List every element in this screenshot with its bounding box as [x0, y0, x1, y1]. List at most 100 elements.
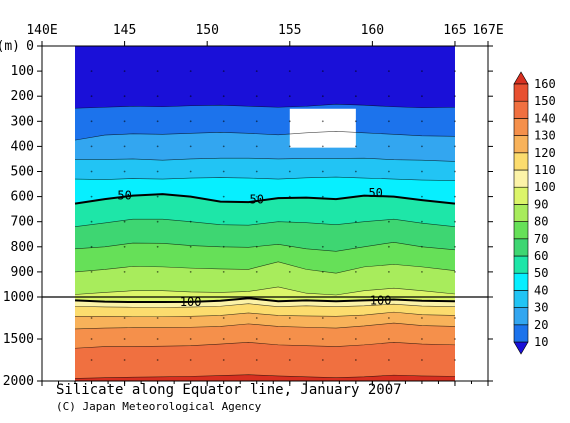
colorbar-swatch: [513, 118, 529, 136]
y-tick-label: 200: [11, 89, 34, 104]
colorbar-label: 30: [534, 301, 548, 315]
colorbar-label: 40: [534, 283, 548, 297]
sample-dot: [222, 271, 225, 273]
y-tick-label: 1000: [3, 290, 34, 305]
concentration-fill: [75, 46, 455, 381]
sample-dot: [90, 317, 93, 319]
sample-dot: [189, 95, 192, 98]
sample-dot: [387, 317, 390, 319]
sample-dot: [321, 245, 324, 248]
sample-dot: [222, 359, 225, 361]
isoline-90: [75, 286, 455, 296]
sample-dot: [189, 145, 192, 148]
y-tick-label: 600: [11, 190, 34, 205]
sample-dot: [421, 220, 423, 223]
sample-dot: [222, 95, 225, 98]
sample-dot: [123, 317, 126, 319]
sample-dot: [354, 120, 357, 123]
sample-dot: [454, 70, 456, 72]
isoline-70: [75, 241, 455, 252]
sample-dot: [421, 70, 423, 72]
x-tick-label: 165: [443, 23, 466, 38]
contour-label: 50: [368, 186, 382, 200]
sample-dot: [387, 120, 390, 123]
sample-dot: [222, 317, 225, 319]
sample-dot: [421, 338, 423, 340]
sample-dot: [156, 70, 159, 72]
x-tick-label: 145: [113, 23, 136, 38]
sample-dot: [387, 195, 390, 198]
sample-dot: [454, 145, 456, 148]
sample-dot: [222, 170, 225, 173]
colorbar-label: 50: [534, 266, 548, 280]
sample-dot: [123, 195, 126, 198]
sample-dot: [288, 317, 291, 319]
colorbar-high-arrow: [513, 71, 529, 85]
sample-dot: [156, 338, 159, 340]
x-tick-label: 160: [361, 23, 384, 38]
colorbar-swatch: [513, 255, 529, 274]
colorbar-label: 70: [534, 232, 548, 246]
sample-dot: [288, 120, 291, 123]
y-tick-label: 400: [11, 139, 34, 154]
sample-dot: [387, 220, 390, 223]
sample-dot: [222, 220, 225, 223]
sample-dot: [156, 245, 159, 248]
chart-credit: (C) Japan Meteorological Agency: [56, 400, 262, 413]
y-tick-label: 900: [11, 265, 34, 280]
colorbar-swatch: [513, 238, 529, 257]
sample-dot: [321, 338, 324, 340]
isoline-150: [75, 374, 455, 379]
colorbar-label: 140: [534, 111, 556, 125]
sample-dot: [354, 245, 357, 248]
isoline-80: [75, 261, 455, 274]
band-fill: [75, 374, 455, 381]
isoline-110: [75, 303, 455, 308]
isoline-30: [75, 157, 455, 162]
sample-dot: [321, 317, 324, 319]
colorbar: 160 150 140 130 120 110 100 90 80 70 60 50 40 30 20 10: [513, 71, 556, 355]
sample-dot: [90, 359, 93, 361]
sample-dot: [288, 70, 291, 72]
sample-dot: [354, 95, 357, 98]
colorbar-label: 160: [534, 77, 556, 91]
sample-dot: [421, 120, 423, 123]
sample-dot: [354, 317, 357, 319]
sample-dot: [421, 170, 423, 173]
colorbar-swatch: [513, 169, 529, 188]
sample-dot: [354, 338, 357, 340]
sample-dot: [156, 195, 159, 198]
plot-frame: [41, 45, 489, 382]
band-fill: [75, 46, 455, 109]
sample-dot: [156, 317, 159, 319]
sample-dot: [454, 271, 456, 273]
sample-dot: [421, 245, 423, 248]
colorbar-label: 110: [534, 163, 556, 177]
sample-dot: [222, 338, 225, 340]
sample-dot: [387, 338, 390, 340]
sample-dot: [123, 220, 126, 223]
sample-dot: [189, 170, 192, 173]
colorbar-label: 130: [534, 129, 556, 143]
sample-dot: [90, 271, 93, 273]
isoline-40: [75, 176, 455, 181]
sample-dot: [123, 245, 126, 248]
colorbar-swatch: [513, 290, 529, 308]
missing-data-region: [289, 108, 356, 148]
sample-dot: [288, 359, 291, 361]
sample-dot: [189, 70, 192, 72]
sample-dot: [222, 245, 225, 248]
sample-dot: [255, 220, 258, 223]
sample-dot: [255, 95, 258, 98]
sample-dot: [321, 195, 324, 198]
colorbar-swatch: [513, 221, 529, 240]
sample-dot: [156, 170, 159, 173]
sample-dot: [156, 359, 159, 361]
x-tick-label: 167E: [472, 23, 503, 38]
sample-dot: [454, 359, 456, 361]
isoline-10: [75, 103, 455, 109]
y-unit-label: (m): [0, 39, 20, 54]
colorbar-swatch: [513, 324, 529, 343]
sample-dot: [288, 170, 291, 173]
